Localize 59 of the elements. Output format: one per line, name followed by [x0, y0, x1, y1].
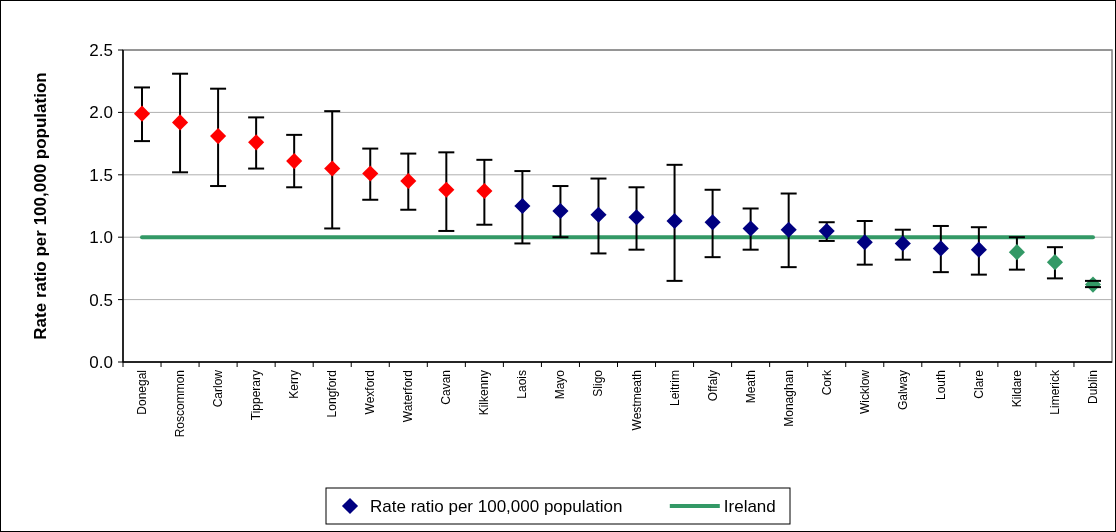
x-tick-label: Kilkenny: [477, 370, 492, 416]
x-tick-label: Roscommon: [173, 370, 188, 438]
y-tick-label: 0.0: [89, 352, 113, 372]
legend-label: Rate ratio per 100,000 population: [370, 496, 623, 516]
point: [514, 197, 531, 215]
point: [552, 202, 569, 220]
point: [932, 240, 949, 257]
y-axis-title: Rate ratio per 100,000 population: [31, 72, 50, 340]
x-tick-label: Wicklow: [857, 369, 872, 414]
point: [362, 165, 379, 182]
x-tick-label: Cork: [819, 369, 834, 396]
point: [704, 214, 721, 231]
x-tick-label: Limerick: [1047, 369, 1062, 415]
point: [894, 235, 911, 252]
point: [286, 153, 303, 170]
x-tick-label: Longford: [325, 370, 340, 418]
y-tick-label: 2.0: [89, 103, 113, 123]
x-tick-label: Monaghan: [781, 370, 796, 427]
x-tick-label: Galway: [895, 370, 910, 411]
y-tick-label: 0.5: [89, 290, 113, 310]
point: [590, 206, 607, 223]
point: [400, 172, 417, 190]
x-tick-label: Clare: [971, 369, 986, 399]
x-tick-label: Cavan: [439, 370, 454, 405]
point: [248, 134, 265, 151]
point: [970, 241, 987, 258]
x-tick-label: Mayo: [553, 369, 568, 400]
x-tick-label: Kerry: [287, 370, 302, 399]
y-tick-label: 1.0: [89, 228, 113, 248]
point: [856, 234, 873, 251]
point: [476, 182, 493, 200]
point: [210, 128, 227, 145]
point: [172, 114, 189, 131]
point: [438, 181, 455, 198]
x-tick-label: Louth: [933, 370, 948, 401]
x-tick-label: Dublin: [1085, 370, 1100, 405]
point: [133, 105, 151, 122]
y-tick-label: 2.5: [89, 40, 113, 60]
x-tick-label: Sligo: [591, 369, 606, 397]
point: [780, 221, 797, 238]
y-tick-label: 1.5: [89, 165, 113, 185]
x-tick-label: Donegal: [135, 370, 150, 415]
point: [324, 160, 341, 177]
x-tick-label: Laois: [515, 370, 530, 399]
x-tick-label: Carlow: [211, 369, 226, 408]
x-tick-label: Offaly: [705, 370, 720, 402]
x-tick-label: Wexford: [363, 370, 378, 415]
point: [1046, 254, 1063, 271]
x-tick-label: Tipperary: [249, 370, 264, 421]
point: [628, 209, 645, 226]
x-tick-label: Kildare: [1009, 369, 1024, 408]
point: [666, 212, 683, 230]
x-tick-label: Westmeath: [629, 370, 644, 431]
legend-label: Ireland: [723, 496, 776, 516]
x-tick-label: Leitrim: [667, 370, 682, 407]
point: [1008, 244, 1025, 261]
x-tick-label: Meath: [743, 370, 758, 404]
x-tick-label: Waterford: [401, 370, 416, 423]
point: [742, 220, 759, 237]
